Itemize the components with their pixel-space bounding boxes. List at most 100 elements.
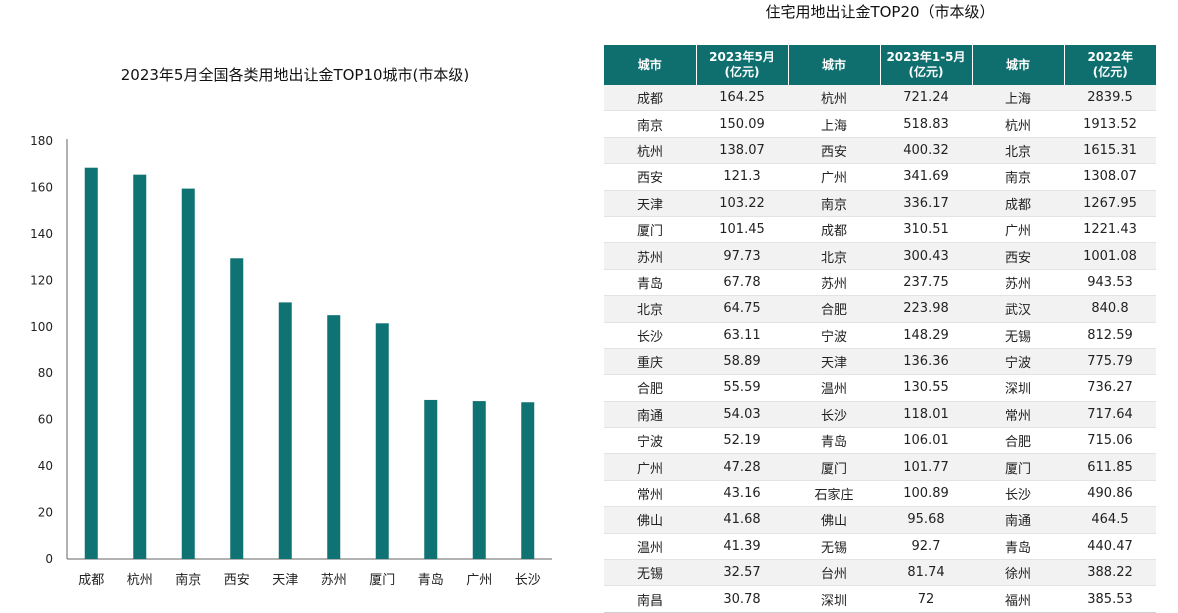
city-cell: 天津 xyxy=(788,348,880,376)
column-header-unit: (亿元) xyxy=(1092,65,1128,79)
city-cell: 北京 xyxy=(604,295,696,323)
y-tick-label: 140 xyxy=(30,227,53,241)
table-header-row: 城市 2023年5月 (亿元) 城市 2023年1-5月 (亿元) 城市 2022年 (亿元) xyxy=(604,45,1156,85)
residential-land-top20-table: 城市 2023年5月 (亿元) 城市 2023年1-5月 (亿元) 城市 2022年 (亿元) … xyxy=(604,45,1156,613)
value-cell: 118.01 xyxy=(880,401,972,429)
value-cell: 715.06 xyxy=(1064,427,1156,455)
value-cell: 136.36 xyxy=(880,348,972,376)
city-cell: 石家庄 xyxy=(788,480,880,508)
table-row: 常州 43.16 石家庄 100.89 长沙 490.86 xyxy=(604,480,1156,508)
bar xyxy=(472,401,486,559)
city-cell: 成都 xyxy=(972,190,1064,217)
value-cell: 1615.31 xyxy=(1064,137,1156,165)
city-cell: 成都 xyxy=(604,85,696,112)
value-cell: 32.57 xyxy=(696,559,788,587)
column-header-line1: 2023年1-5月 xyxy=(886,50,966,64)
bar xyxy=(327,315,341,559)
city-cell: 温州 xyxy=(788,374,880,402)
table-title: 住宅用地出让金TOP20（市本级） xyxy=(765,3,995,21)
value-cell: 81.74 xyxy=(880,559,972,587)
city-cell: 天津 xyxy=(604,190,696,217)
city-cell: 西安 xyxy=(972,242,1064,270)
table-row: 成都 164.25 杭州 721.24 上海 2839.5 xyxy=(604,85,1156,112)
city-cell: 成都 xyxy=(788,216,880,244)
table-row: 厦门 101.45 成都 310.51 广州 1221.43 xyxy=(604,216,1156,244)
bar xyxy=(375,323,389,559)
chart-title: 2023年5月全国各类用地出让金TOP10城市(市本级) xyxy=(120,66,470,84)
city-cell: 青岛 xyxy=(604,269,696,297)
table-row: 宁波 52.19 青岛 106.01 合肥 715.06 xyxy=(604,427,1156,455)
table-row: 西安 121.3 广州 341.69 南京 1308.07 xyxy=(604,163,1156,191)
city-cell: 厦门 xyxy=(972,453,1064,481)
city-cell: 长沙 xyxy=(972,480,1064,508)
city-cell: 深圳 xyxy=(788,585,880,613)
city-cell: 无锡 xyxy=(604,559,696,587)
x-category-label: 南京 xyxy=(175,572,201,588)
value-cell: 336.17 xyxy=(880,190,972,217)
city-cell: 杭州 xyxy=(972,110,1064,138)
column-header-unit: (亿元) xyxy=(724,65,760,79)
value-cell: 223.98 xyxy=(880,295,972,323)
value-cell: 30.78 xyxy=(696,585,788,613)
value-cell: 95.68 xyxy=(880,506,972,534)
city-cell: 合肥 xyxy=(788,295,880,323)
bar xyxy=(278,302,292,559)
city-cell: 长沙 xyxy=(604,322,696,349)
value-cell: 440.47 xyxy=(1064,533,1156,561)
city-cell: 北京 xyxy=(788,242,880,270)
city-cell: 南京 xyxy=(972,163,1064,191)
city-cell: 广州 xyxy=(788,163,880,191)
city-cell: 上海 xyxy=(788,110,880,138)
value-cell: 164.25 xyxy=(696,85,788,112)
column-header-line1: 城市 xyxy=(637,57,662,72)
value-cell: 1267.95 xyxy=(1064,190,1156,217)
value-cell: 55.59 xyxy=(696,374,788,402)
table-row: 南京 150.09 上海 518.83 杭州 1913.52 xyxy=(604,110,1156,138)
city-cell: 苏州 xyxy=(604,242,696,270)
value-cell: 775.79 xyxy=(1064,348,1156,376)
city-cell: 南通 xyxy=(604,401,696,429)
bar xyxy=(521,402,535,559)
city-cell: 无锡 xyxy=(788,533,880,561)
value-cell: 97.73 xyxy=(696,242,788,270)
city-cell: 常州 xyxy=(604,480,696,508)
x-category-label: 青岛 xyxy=(418,572,444,588)
city-cell: 厦门 xyxy=(604,216,696,244)
column-header-line1: 城市 xyxy=(821,57,846,72)
value-cell: 103.22 xyxy=(696,190,788,217)
value-cell: 943.53 xyxy=(1064,269,1156,297)
city-cell: 西安 xyxy=(604,163,696,191)
y-tick-label: 0 xyxy=(45,552,53,566)
column-header: 2022年 (亿元) xyxy=(1064,45,1156,85)
table-row: 北京 64.75 合肥 223.98 武汉 840.8 xyxy=(604,295,1156,323)
x-category-label: 西安 xyxy=(224,573,250,588)
value-cell: 100.89 xyxy=(880,480,972,508)
value-cell: 385.53 xyxy=(1064,585,1156,613)
city-cell: 福州 xyxy=(972,585,1064,613)
x-category-label: 成都 xyxy=(78,573,104,588)
bar-chart: 0 20 40 60 80 100 120 140 160 180 成都 杭州 南京 西安 天津 苏州 厦门 青岛… xyxy=(30,134,552,588)
value-cell: 1913.52 xyxy=(1064,110,1156,138)
table-row: 杭州 138.07 西安 400.32 北京 1615.31 xyxy=(604,137,1156,165)
value-cell: 341.69 xyxy=(880,163,972,191)
city-cell: 北京 xyxy=(972,137,1064,165)
value-cell: 518.83 xyxy=(880,110,972,138)
bar xyxy=(230,258,244,559)
value-cell: 717.64 xyxy=(1064,401,1156,429)
value-cell: 64.75 xyxy=(696,295,788,323)
value-cell: 138.07 xyxy=(696,137,788,165)
city-cell: 深圳 xyxy=(972,374,1064,402)
y-tick-label: 80 xyxy=(38,366,53,380)
city-cell: 苏州 xyxy=(972,269,1064,297)
value-cell: 611.85 xyxy=(1064,453,1156,481)
value-cell: 388.22 xyxy=(1064,559,1156,587)
value-cell: 67.78 xyxy=(696,269,788,297)
table-row: 长沙 63.11 宁波 148.29 无锡 812.59 xyxy=(604,322,1156,349)
value-cell: 2839.5 xyxy=(1064,85,1156,112)
city-cell: 温州 xyxy=(604,533,696,561)
column-header: 城市 xyxy=(604,45,697,85)
city-cell: 宁波 xyxy=(788,322,880,349)
bar xyxy=(133,174,147,559)
city-cell: 杭州 xyxy=(604,137,696,165)
value-cell: 43.16 xyxy=(696,480,788,508)
